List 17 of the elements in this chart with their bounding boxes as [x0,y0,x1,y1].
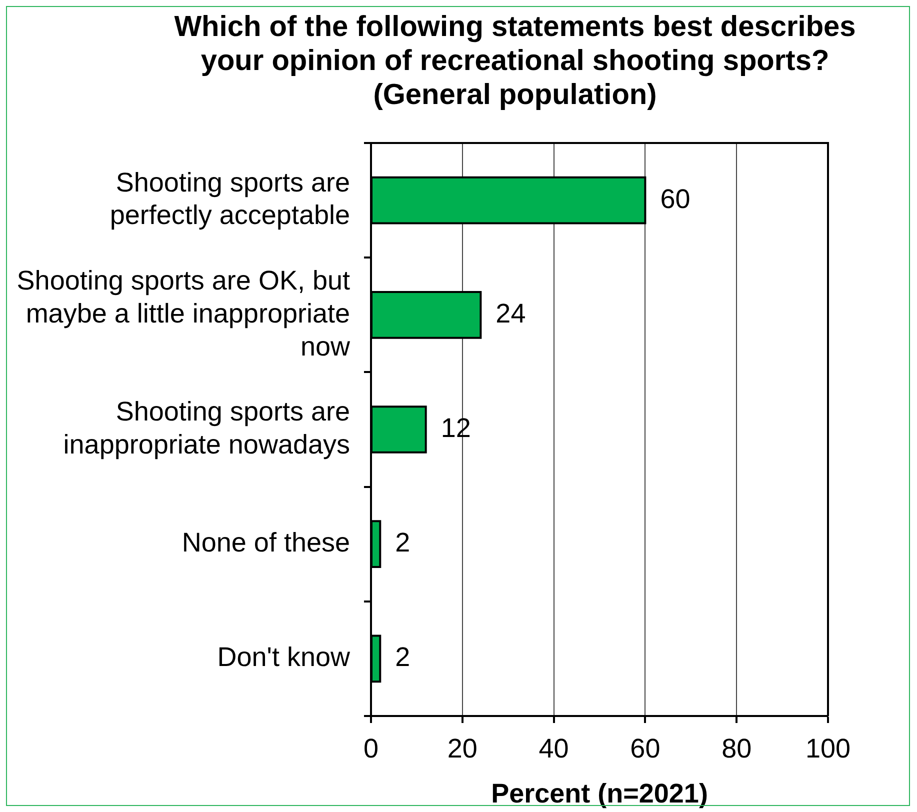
y-tick-label: Don't know [217,642,350,672]
y-tick-label: Shooting sports are perfectly acceptable [110,167,350,230]
data-label: 2 [395,528,410,558]
data-label: 24 [496,298,526,328]
x-tick-label: 0 [363,734,379,764]
x-tick-label: 20 [447,734,478,764]
y-tick-label: Shooting sports are inappropriate nowadays [63,396,350,460]
x-tick-label: 80 [722,734,752,764]
x-axis-title: Percent (n=2021) [491,778,708,808]
chart-title: Which of the following statements best describes your opinion of recreational shooting sports? (General population) [173,10,857,112]
x-tick-label: 60 [630,734,660,764]
x-tick-label: 100 [805,734,851,764]
data-label: 2 [395,642,410,672]
y-tick-label: None of these [182,528,350,558]
x-tick-label: 40 [538,734,569,764]
y-tick-label: Shooting sports are OK, but maybe a little inappropriate now [16,265,350,362]
data-label: 60 [660,184,690,214]
